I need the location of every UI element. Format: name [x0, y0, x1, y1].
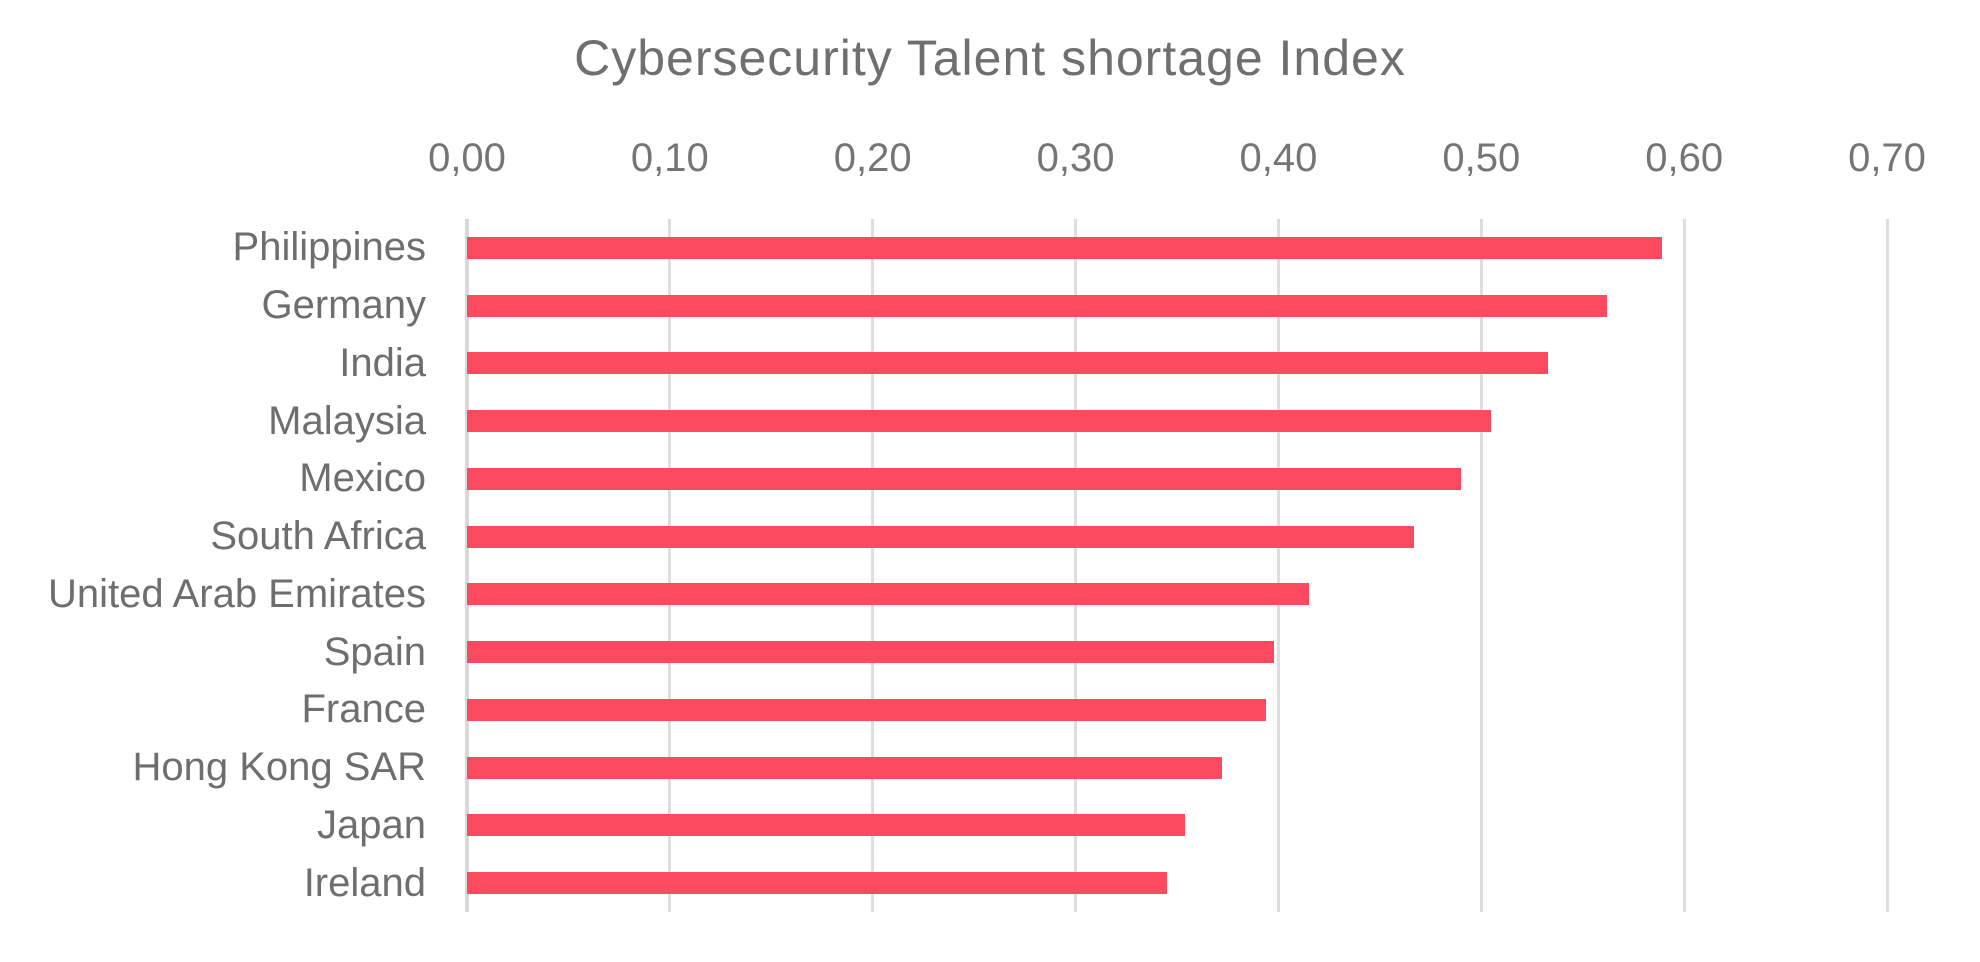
bar-hong-kong-sar: [467, 756, 1222, 779]
category-label: France: [301, 687, 427, 732]
chart-title: Cybersecurity Talent shortage Index: [574, 30, 1406, 86]
bar-france: [467, 698, 1267, 721]
bar-row: [467, 623, 1887, 681]
gridline: [1682, 219, 1686, 912]
y-axis-line: [465, 219, 469, 912]
gridline: [1885, 219, 1889, 912]
x-tick-label: 0,50: [1442, 136, 1521, 180]
bar-row: [467, 277, 1887, 335]
bar-japan: [467, 814, 1186, 837]
gridline: [1074, 219, 1078, 912]
category-label: Japan: [317, 802, 426, 847]
gridline: [871, 219, 875, 912]
gridline: [1276, 219, 1280, 912]
bar-united-arab-emirates: [467, 583, 1309, 606]
bar-row: [467, 854, 1887, 912]
bar-row: [467, 797, 1887, 855]
x-tick-label: 0,10: [630, 136, 709, 180]
x-tick-label: 0,30: [1036, 136, 1115, 180]
bar-row: [467, 219, 1887, 277]
bar-philippines: [467, 236, 1662, 259]
category-label: Ireland: [303, 860, 426, 905]
category-label: Hong Kong SAR: [132, 745, 426, 790]
category-label: Spain: [323, 629, 426, 674]
bar-row: [467, 335, 1887, 393]
x-tick-label: 0,70: [1848, 136, 1926, 180]
bar-ireland: [467, 872, 1167, 895]
x-tick-label: 0,20: [833, 136, 912, 180]
category-label: Mexico: [299, 456, 426, 501]
bar-row: [467, 681, 1887, 739]
x-tick-label: 0,40: [1239, 136, 1318, 180]
x-tick-label: 0,00: [428, 136, 506, 180]
bar-spain: [467, 641, 1275, 664]
plot-area: [465, 219, 1889, 912]
bar-mexico: [467, 467, 1461, 490]
category-label: Philippines: [232, 225, 426, 270]
x-axis-tick-labels: 0,00 0,10 0,20 0,30 0,40 0,50 0,60 0,70: [428, 133, 1926, 183]
bar-row: [467, 392, 1887, 450]
bar-malaysia: [467, 410, 1492, 433]
category-label: India: [339, 340, 426, 385]
category-label: South Africa: [210, 514, 426, 559]
bar-row: [467, 566, 1887, 624]
bar-india: [467, 352, 1549, 375]
category-label: Malaysia: [268, 398, 426, 443]
bar-row: [467, 739, 1887, 797]
gridline: [1479, 219, 1483, 912]
bar-germany: [467, 294, 1608, 317]
x-tick-label: 0,60: [1645, 136, 1724, 180]
category-label: United Arab Emirates: [48, 571, 426, 616]
gridline: [668, 219, 672, 912]
bar-row: [467, 508, 1887, 566]
bar-south-africa: [467, 525, 1415, 548]
category-label: Germany: [261, 283, 427, 328]
y-axis-category-labels: Philippines Germany India Malaysia Mexico Sou…: [0, 219, 452, 912]
bar-row: [467, 450, 1887, 508]
